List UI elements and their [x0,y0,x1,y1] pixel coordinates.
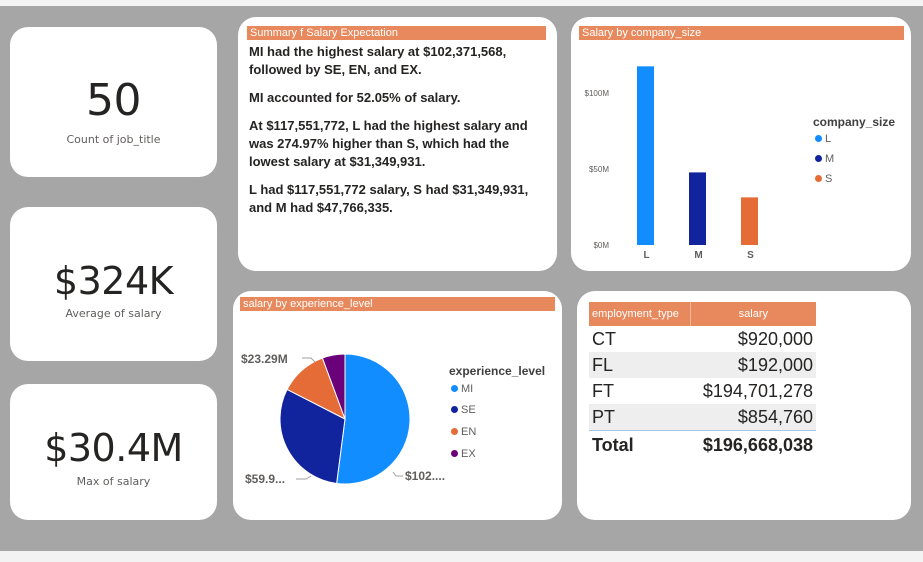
pie-chart[interactable]: $23.29M $59.9... $102.... [233,291,562,520]
table-cell-type: FL [589,352,691,378]
pie-leader-line [296,475,312,480]
bar-y-tick-label: $50M [589,165,609,174]
bar-s[interactable] [741,197,758,245]
pie-data-label-mi: $102.... [405,469,445,483]
summary-paragraph: MI accounted for 52.05% of salary. [249,90,461,105]
pie-legend-label: EN [461,426,477,438]
kpi-card-average[interactable]: $324K Average of salary [10,207,217,361]
bar-m[interactable] [689,172,706,245]
kpi-label-average: Average of salary [65,307,162,320]
pie-chart-title: salary by experience_level [240,297,555,311]
pie-slice-ex[interactable] [321,353,346,420]
table-cell-type: PT [589,404,691,431]
table-cell-salary: $920,000 [737,328,813,349]
table-row[interactable]: PT $854,760 [589,404,816,431]
kpi-card-max[interactable]: $30.4M Max of salary [10,384,217,520]
pie-legend-item-ex[interactable]: EX [451,448,476,460]
bar-y-tick-label: $100M [585,89,610,98]
legend-dot-icon [815,155,822,162]
kpi-label-count: Count of job_title [66,133,161,146]
pie-legend-item-mi[interactable]: MI [451,383,473,395]
pie-data-label-en: $23.29M [241,352,288,366]
bar-legend-title: company_size [813,115,896,129]
table-cell-salary: $854,760 [690,404,816,431]
kpi-card-count[interactable]: 50 Count of job_title [10,27,217,177]
table-cell-salary: $194,701,278 [702,380,813,401]
legend-dot-icon [451,406,458,413]
bar-legend-item-m[interactable]: M [815,153,834,165]
table-cell-type: FT [592,380,614,401]
pie-data-label-se: $59.9... [245,472,285,486]
kpi-value-count: 50 [86,75,142,126]
bar-x-tick-label: S [747,250,754,261]
column-header-salary[interactable]: salary [690,302,816,326]
pie-legend-label: SE [461,404,476,416]
table-total-label: Total [589,430,691,459]
bar-chart-title: Salary by company_size [579,26,904,40]
pie-legend-label: MI [461,383,474,395]
summary-title: Summary f Salary Expectation [247,26,546,40]
pie-legend-label: EX [461,448,476,460]
kpi-value-average: $324K [53,259,174,303]
table-total-row[interactable]: Total $196,668,038 [589,430,816,459]
bar-chart-card[interactable]: Salary by company_size $0M $50M $100M L M S c… [571,17,911,271]
table-row[interactable]: FL $192,000 [589,352,816,378]
table-row[interactable]: CT $920,000 [589,326,816,352]
report-canvas: 50 Count of job_title $324K Average of s… [0,6,923,551]
employment-table[interactable]: employment_type salary CT $920,000 FL $1… [589,302,816,459]
bar-legend-item-s[interactable]: S [815,173,832,185]
bar-legend-label: S [825,173,833,185]
table-cell-salary: $192,000 [690,352,816,378]
pie-legend-item-se[interactable]: SE [451,404,476,416]
summary-paragraph: At $117,551,772, L had the highest salar… [249,118,528,169]
pie-chart-card[interactable]: salary by experience_level $23.29M $59.9.… [233,291,562,520]
summary-text: MI had the highest salary at $102,371,56… [249,43,549,227]
table-total-value: $196,668,038 [690,430,816,459]
employment-table-card[interactable]: employment_type salary CT $920,000 FL $1… [577,291,911,520]
summary-card[interactable]: Summary f Salary Expectation MI had the … [238,17,557,271]
legend-dot-icon [451,450,458,457]
bar-legend-item-l[interactable]: L [815,133,831,145]
bar-y-tick-label: $0M [593,241,609,250]
pie-legend-item-en[interactable]: EN [451,426,476,438]
bar-legend-label: M [825,153,835,165]
kpi-label-max: Max of salary [76,475,151,488]
kpi-value-max: $30.4M [44,426,183,470]
column-header-employment-type[interactable]: employment_type [589,302,691,326]
pie-leader-line [392,471,403,477]
bar-x-tick-label: M [694,250,702,261]
bar-l[interactable] [637,66,654,245]
legend-dot-icon [815,135,822,142]
pie-slice-se[interactable] [279,388,346,485]
summary-paragraph: L had $117,551,772 salary, S had $31,349… [249,182,529,215]
legend-dot-icon [451,385,458,392]
legend-dot-icon [451,428,458,435]
bar-x-tick-label: L [643,250,649,261]
bar-legend-label: L [825,133,832,145]
pie-leader-line [302,357,316,363]
table-cell-type: CT [592,328,616,349]
pie-legend-title: experience_level [449,364,546,378]
summary-paragraph: MI had the highest salary at $102,371,56… [249,44,507,77]
table-row[interactable]: FT $194,701,278 [589,378,816,404]
pie-slice-mi[interactable] [336,353,411,485]
legend-dot-icon [815,175,822,182]
